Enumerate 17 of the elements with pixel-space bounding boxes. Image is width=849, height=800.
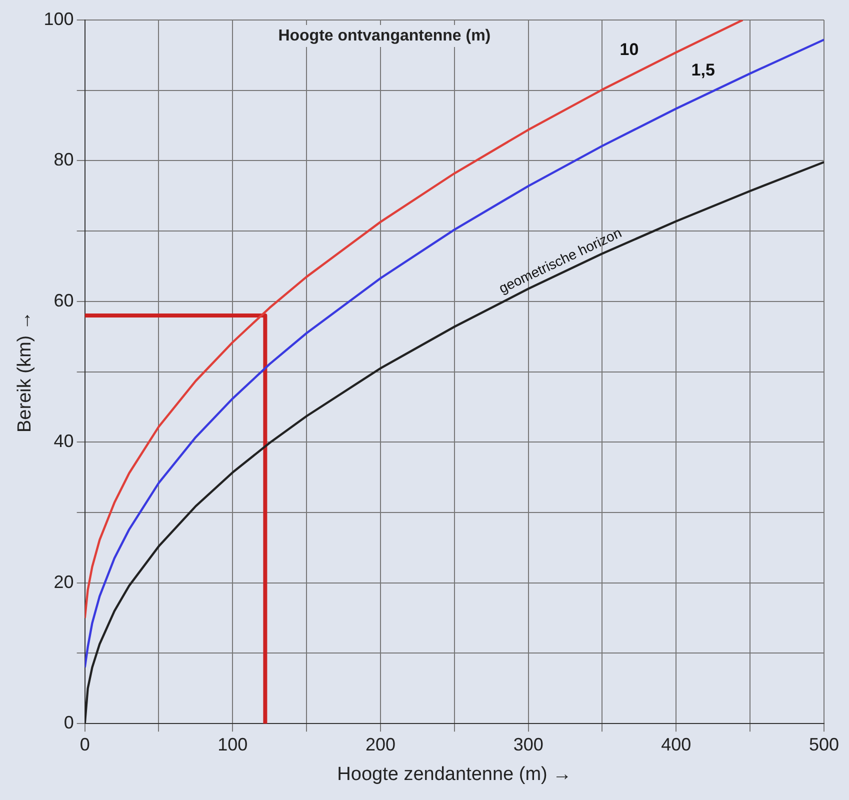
x-tick-label: 200 — [365, 734, 396, 754]
series-label: 10 — [620, 40, 639, 60]
y-tick-label: 60 — [54, 290, 74, 310]
x-tick-label: 300 — [513, 734, 544, 754]
y-tick-label: 20 — [54, 572, 74, 592]
x-tick-label: 0 — [80, 734, 90, 754]
y-tick-label: 80 — [54, 150, 74, 170]
y-tick-label: 40 — [54, 431, 74, 452]
series-label: 1,5 — [691, 60, 715, 80]
x-tick-label: 500 — [808, 734, 840, 754]
x-axis-title: Hoogte zendantenne (m) → — [337, 764, 572, 785]
legend-title: Hoogte ontvangantenne (m) — [278, 27, 491, 44]
y-axis-title: Bereik (km) → — [14, 311, 36, 433]
x-tick-label: 100 — [218, 734, 248, 754]
y-tick-label: 0 — [64, 712, 74, 733]
y-tick-label: 100 — [44, 8, 74, 29]
x-tick-label: 400 — [661, 734, 692, 754]
